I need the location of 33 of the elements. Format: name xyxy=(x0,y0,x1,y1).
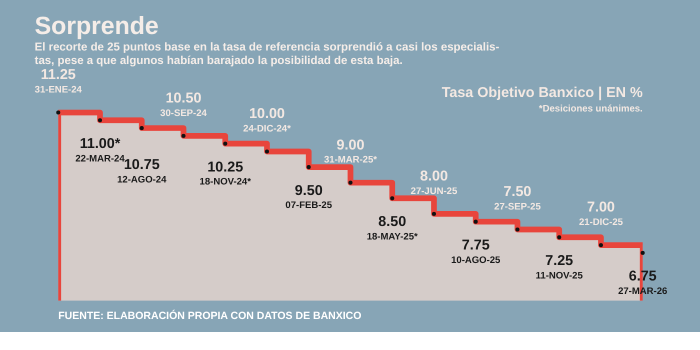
x-tick-label: 21-DIC-25 xyxy=(578,217,624,228)
chart-title: Sorprende xyxy=(34,13,159,40)
x-tick-label: 31-MAR-25* xyxy=(324,154,378,166)
annotation: *Desiciones unánimes. xyxy=(538,104,643,115)
x-tick-label: 27-JUN-25 xyxy=(410,186,458,197)
x-tick-label: 18-MAY-25* xyxy=(366,231,418,242)
data-label: 9.50 xyxy=(294,182,323,199)
data-label: 11.25 xyxy=(40,67,76,84)
data-label: 11.00* xyxy=(80,136,121,152)
text: Tasa Objetivo Banxico | EN % xyxy=(442,85,643,102)
data-label: 7.75 xyxy=(462,237,490,254)
x-tick-label: 31-ENE-24 xyxy=(34,84,83,96)
data-label: 7.00 xyxy=(587,200,615,216)
data-label: 8.50 xyxy=(378,214,406,230)
x-tick-label: 07-FEB-25 xyxy=(285,200,333,212)
data-label: 9.00 xyxy=(336,137,364,154)
x-tick-label: 30-SEP-24 xyxy=(160,108,208,119)
annotation: FUENTE: ELABORACIÓN PROPIA CON DATOS DE BANXICO xyxy=(58,308,362,322)
data-label: 10.00 xyxy=(249,106,285,122)
x-tick-label: 10-AGO-25 xyxy=(451,254,502,266)
data-label: 7.50 xyxy=(504,184,532,200)
x-tick-label: 12-AGO-24 xyxy=(117,174,168,186)
x-tick-label: 11-NOV-25 xyxy=(536,270,584,282)
data-label: 10.75 xyxy=(124,157,160,174)
x-tick-label: 27-SEP-25 xyxy=(494,201,542,212)
data-label: 10.50 xyxy=(166,90,202,106)
data-label: 10.25 xyxy=(207,159,244,176)
data-label: 7.25 xyxy=(545,252,574,269)
x-tick-label: 24-DIC-24* xyxy=(243,123,292,134)
x-tick-label: 18-NOV-24* xyxy=(200,176,252,188)
chart-subtitle: El recorte de 25 puntos base en la tasa de referencia sorprendió a casi los especialis- tas, pese a que algunos habían barajado la posibilidad de esta baja. xyxy=(34,41,500,67)
data-label: 8.00 xyxy=(420,168,448,184)
x-tick-label: 22-MAR-24 xyxy=(75,153,126,164)
